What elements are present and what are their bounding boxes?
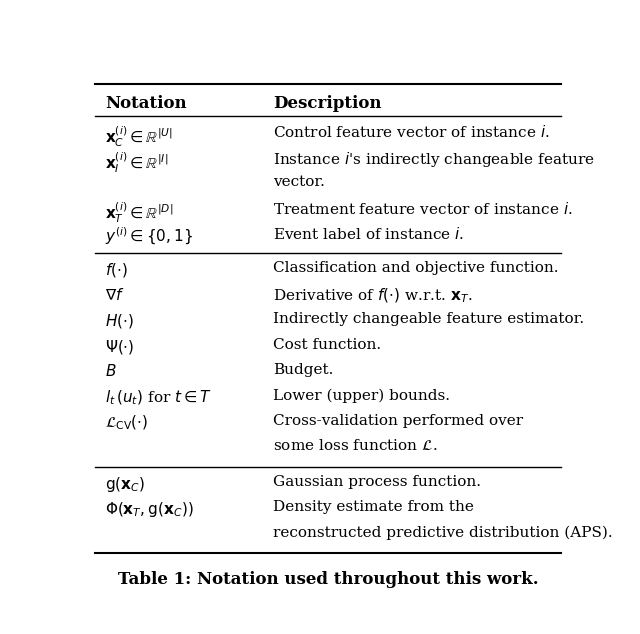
Text: $\mathbf{x}_T^{(i)} \in \mathbb{R}^{|D|}$: $\mathbf{x}_T^{(i)} \in \mathbb{R}^{|D|}… bbox=[105, 200, 173, 225]
Text: Notation: Notation bbox=[105, 94, 186, 112]
Text: $\mathbf{x}_I^{(i)} \in \mathbb{R}^{|I|}$: $\mathbf{x}_I^{(i)} \in \mathbb{R}^{|I|}… bbox=[105, 150, 168, 174]
Text: $H(\cdot)$: $H(\cdot)$ bbox=[105, 313, 134, 330]
Text: $y^{(i)} \in \{0, 1\}$: $y^{(i)} \in \{0, 1\}$ bbox=[105, 226, 193, 247]
Text: Cost function.: Cost function. bbox=[273, 338, 381, 352]
Text: some loss function $\mathcal{L}$.: some loss function $\mathcal{L}$. bbox=[273, 439, 438, 453]
Text: Classification and objective function.: Classification and objective function. bbox=[273, 261, 559, 276]
Text: Instance $i$'s indirectly changeable feature: Instance $i$'s indirectly changeable fea… bbox=[273, 150, 595, 169]
Text: Table 1: Notation used throughout this work.: Table 1: Notation used throughout this w… bbox=[118, 571, 538, 588]
Text: $\mathbf{x}_C^{(i)} \in \mathbb{R}^{|U|}$: $\mathbf{x}_C^{(i)} \in \mathbb{R}^{|U|}… bbox=[105, 124, 173, 149]
Text: Description: Description bbox=[273, 94, 382, 112]
Text: $\nabla f$: $\nabla f$ bbox=[105, 287, 124, 303]
Text: reconstructed predictive distribution (APS).: reconstructed predictive distribution (A… bbox=[273, 526, 613, 540]
Text: $l_t\,(u_t)$ for $t \in T$: $l_t\,(u_t)$ for $t \in T$ bbox=[105, 389, 212, 407]
Text: Treatment feature vector of instance $i$.: Treatment feature vector of instance $i$… bbox=[273, 200, 573, 217]
Text: Event label of instance $i$.: Event label of instance $i$. bbox=[273, 226, 465, 242]
Text: $\Phi(\mathbf{x}_T, \mathrm{g}(\mathbf{x}_C))$: $\Phi(\mathbf{x}_T, \mathrm{g}(\mathbf{x… bbox=[105, 500, 193, 519]
Text: $f(\cdot)$: $f(\cdot)$ bbox=[105, 261, 127, 280]
Text: Control feature vector of instance $i$.: Control feature vector of instance $i$. bbox=[273, 124, 550, 140]
Text: $\Psi(\cdot)$: $\Psi(\cdot)$ bbox=[105, 338, 134, 356]
Text: $\mathrm{g}(\mathbf{x}_C)$: $\mathrm{g}(\mathbf{x}_C)$ bbox=[105, 475, 145, 494]
Text: vector.: vector. bbox=[273, 175, 325, 189]
Text: Derivative of $f(\cdot)$ w.r.t. $\mathbf{x}_T$.: Derivative of $f(\cdot)$ w.r.t. $\mathbf… bbox=[273, 287, 473, 306]
Text: $B$: $B$ bbox=[105, 363, 116, 379]
Text: $\mathcal{L}_{\mathrm{CV}}(\cdot)$: $\mathcal{L}_{\mathrm{CV}}(\cdot)$ bbox=[105, 414, 148, 432]
Text: Budget.: Budget. bbox=[273, 363, 334, 377]
Text: Density estimate from the: Density estimate from the bbox=[273, 500, 474, 514]
Text: Lower (upper) bounds.: Lower (upper) bounds. bbox=[273, 389, 451, 403]
Text: Gaussian process function.: Gaussian process function. bbox=[273, 475, 481, 489]
Text: Cross-validation performed over: Cross-validation performed over bbox=[273, 414, 524, 428]
Text: Indirectly changeable feature estimator.: Indirectly changeable feature estimator. bbox=[273, 313, 584, 327]
